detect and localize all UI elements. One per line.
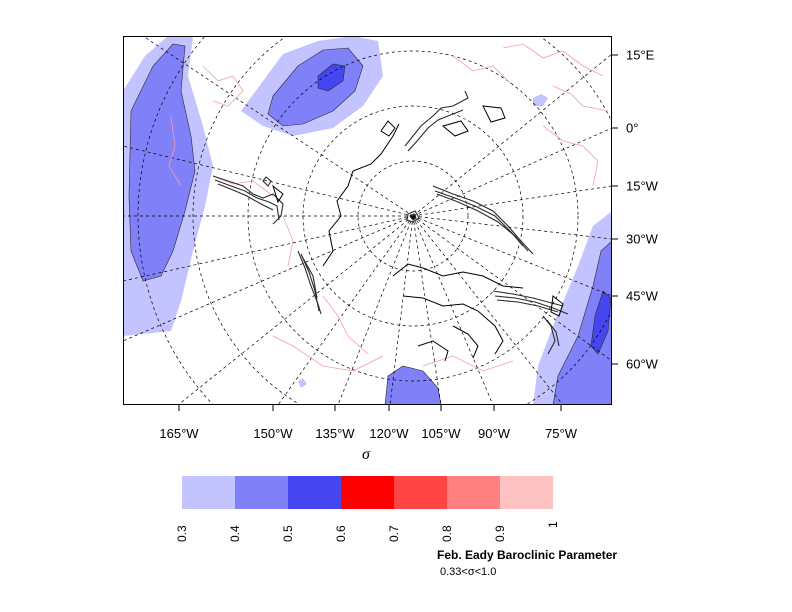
contour-lines [212,90,569,355]
lon-label-90w: 90°W [478,426,510,441]
lon-label-165w: 165°W [159,426,199,441]
colorbar-bin [288,476,342,509]
map-plot [123,36,612,405]
colorbar-bin [182,476,236,509]
colorbar-tick-label: 0.6 [334,525,348,542]
colorbar-tick-label: 0.8 [440,525,454,542]
colorbar-tick-label: 0.4 [228,525,242,542]
lon-label-60w: 60°W [626,356,658,372]
caption-subtitle: 0.33<σ<1.0 [440,566,497,578]
coastlines [168,43,609,372]
colorbar-bin [235,476,289,509]
colorbar-tick-label: 0.5 [281,525,295,542]
lon-label-15e: 15°E [626,47,655,63]
map-panel [123,36,612,405]
lon-label-75w: 75°W [545,426,577,441]
colorbar-bin [394,476,448,509]
lon-label-105w: 105°W [421,426,461,441]
colorbar-bin [341,476,395,509]
colorbar-bin [447,476,501,509]
lon-label-0: 0° [626,120,639,136]
x-axis-label: σ [362,446,370,463]
shade-region-northeast-03 [533,94,548,106]
lon-label-30w: 30°W [626,231,658,247]
shade-region-east-04 [552,240,612,405]
map-frame [123,36,612,405]
colorbar-tick-label: 0.7 [387,525,401,542]
colorbar-tick-label: 1 [546,521,560,528]
lon-label-135w: 135°W [315,426,355,441]
colorbar-tick-label: 0.3 [175,525,189,542]
lon-label-150w: 150°W [253,426,293,441]
colorbar [182,476,553,509]
land-outline [272,105,564,362]
lon-label-15w: 15°W [626,178,658,194]
colorbar-tick-label: 0.9 [493,525,507,542]
colorbar-bin [500,476,553,509]
shade-region-north-05 [317,63,346,92]
graticule [123,36,612,405]
lon-label-45w: 45°W [626,288,658,304]
shade-region-south-03 [298,378,307,388]
caption-title: Feb. Eady Baroclinic Parameter [437,548,618,562]
shade-region-south-04 [384,365,442,405]
shade-region-west-04 [128,43,196,282]
lon-label-120w: 120°W [369,426,409,441]
